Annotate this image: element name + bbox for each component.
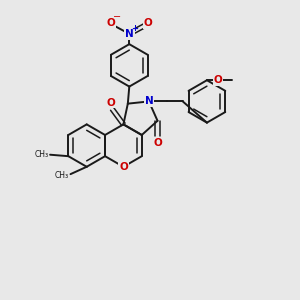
Text: O: O — [106, 18, 115, 28]
Text: O: O — [106, 98, 115, 108]
Text: CH₃: CH₃ — [34, 150, 48, 159]
Text: N: N — [145, 96, 153, 106]
Text: −: − — [113, 12, 122, 22]
Text: O: O — [119, 162, 128, 172]
Text: O: O — [153, 138, 162, 148]
Text: CH₃: CH₃ — [55, 171, 69, 180]
Text: +: + — [131, 24, 138, 33]
Text: O: O — [144, 18, 152, 28]
Text: O: O — [214, 75, 223, 85]
Text: N: N — [125, 29, 134, 39]
